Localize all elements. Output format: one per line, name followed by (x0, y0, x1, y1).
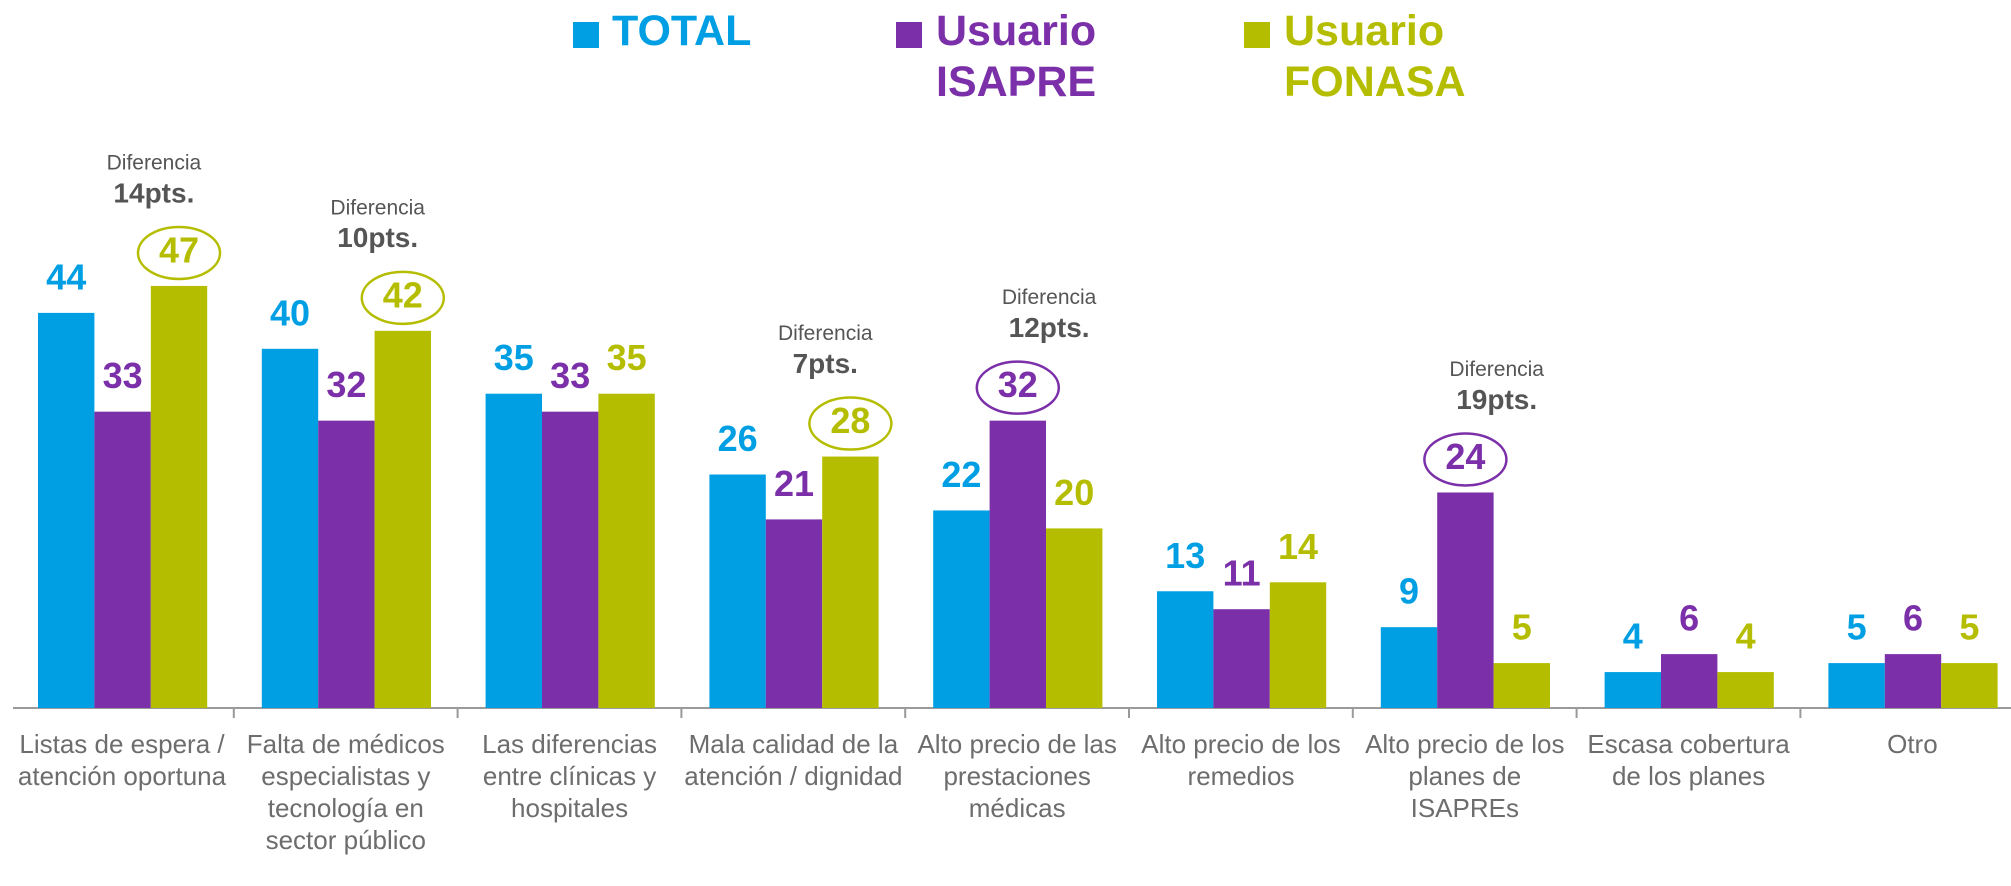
bar (1493, 663, 1550, 708)
bar (1828, 663, 1885, 708)
data-label: 33 (103, 355, 143, 396)
data-label: 22 (941, 454, 981, 495)
bar (1046, 528, 1103, 708)
highlight-circle (360, 270, 446, 326)
data-label: 5 (1847, 607, 1867, 648)
data-label: 40 (270, 292, 310, 333)
data-label: 4 (1623, 616, 1643, 657)
data-label: 5 (1959, 607, 1979, 648)
x-tick-label: Listas de espera / atención oportuna (17, 729, 227, 791)
annotation-text: 7pts. (793, 348, 858, 379)
x-tick-label: Alto precio de las prestaciones médicas (917, 729, 1117, 823)
bar (1269, 582, 1327, 708)
annotation-text: 14pts. (113, 177, 194, 208)
bar (1661, 654, 1718, 708)
legend-swatch (573, 22, 599, 48)
highlight-circle (1423, 432, 1508, 487)
bar (318, 420, 375, 708)
highlight-circle (808, 396, 893, 451)
bar (542, 411, 599, 708)
x-tick-label: Otro (1887, 729, 1938, 759)
data-label: 44 (46, 256, 86, 297)
data-label: 6 (1679, 598, 1699, 639)
annotation-title: Diferencia (107, 151, 202, 174)
legend-label: TOTAL (612, 7, 752, 55)
bar (38, 312, 95, 708)
legend-swatch (1244, 22, 1270, 48)
bar (1604, 672, 1661, 708)
bar (765, 519, 823, 708)
annotation-title: Diferencia (1449, 358, 1544, 381)
bar (822, 456, 879, 708)
bar (1157, 591, 1214, 708)
data-label: 32 (326, 364, 366, 405)
bar (485, 393, 542, 708)
x-tick-label: Escasa cobertura de los planes (1587, 729, 1790, 791)
bar (261, 348, 319, 708)
data-label: 26 (718, 418, 758, 459)
data-label: 33 (550, 355, 590, 396)
x-tick-label: Falta de médicos especialistas y tecnolo… (246, 729, 445, 855)
bar (94, 411, 151, 708)
x-tick-label: Alto precio de los planes de ISAPREs (1365, 729, 1565, 823)
data-label: 14 (1278, 526, 1318, 567)
data-label: 24 (1445, 436, 1485, 477)
highlight-circle (136, 225, 222, 281)
bar (709, 474, 766, 708)
bar (1437, 492, 1494, 708)
x-tick-label: Las diferencias entre clínicas y hospita… (482, 729, 658, 823)
x-tick-label: Alto precio de los remedios (1141, 729, 1341, 791)
annotation-text: 12pts. (1009, 312, 1090, 343)
data-label: 5 (1512, 607, 1532, 648)
bar (1884, 654, 1942, 708)
bar (1380, 627, 1438, 708)
data-label: 35 (494, 337, 534, 378)
data-label: 47 (159, 229, 199, 270)
highlight-circle (975, 360, 1061, 415)
bar (598, 393, 655, 708)
data-label: 11 (1223, 553, 1261, 594)
data-label: 6 (1903, 598, 1923, 639)
data-label: 9 (1399, 571, 1419, 612)
annotation-title: Diferencia (1002, 286, 1097, 309)
bar (150, 285, 208, 708)
data-label: 4 (1736, 616, 1756, 657)
bar (989, 420, 1046, 708)
legend-label: Usuario FONASA (1284, 7, 1466, 106)
data-label: 13 (1165, 535, 1205, 576)
data-label: 21 (774, 463, 814, 504)
x-tick-label: Mala calidad de la atención / dignidad (684, 729, 903, 791)
annotation-text: 19pts. (1456, 384, 1537, 415)
annotation-title: Diferencia (778, 322, 873, 345)
data-label: 28 (830, 400, 870, 441)
data-label: 35 (607, 337, 647, 378)
annotation-text: 10pts. (337, 222, 418, 253)
data-label: 20 (1054, 472, 1094, 513)
bar (1941, 663, 1998, 708)
bar (1213, 609, 1270, 708)
annotation-title: Diferencia (330, 196, 425, 219)
bar (933, 510, 990, 708)
data-label: 32 (998, 364, 1038, 405)
legend-swatch (896, 22, 922, 48)
data-label: 42 (383, 274, 423, 315)
legend-label: Usuario ISAPRE (936, 7, 1097, 106)
bar (1717, 672, 1774, 708)
bar (374, 330, 431, 708)
